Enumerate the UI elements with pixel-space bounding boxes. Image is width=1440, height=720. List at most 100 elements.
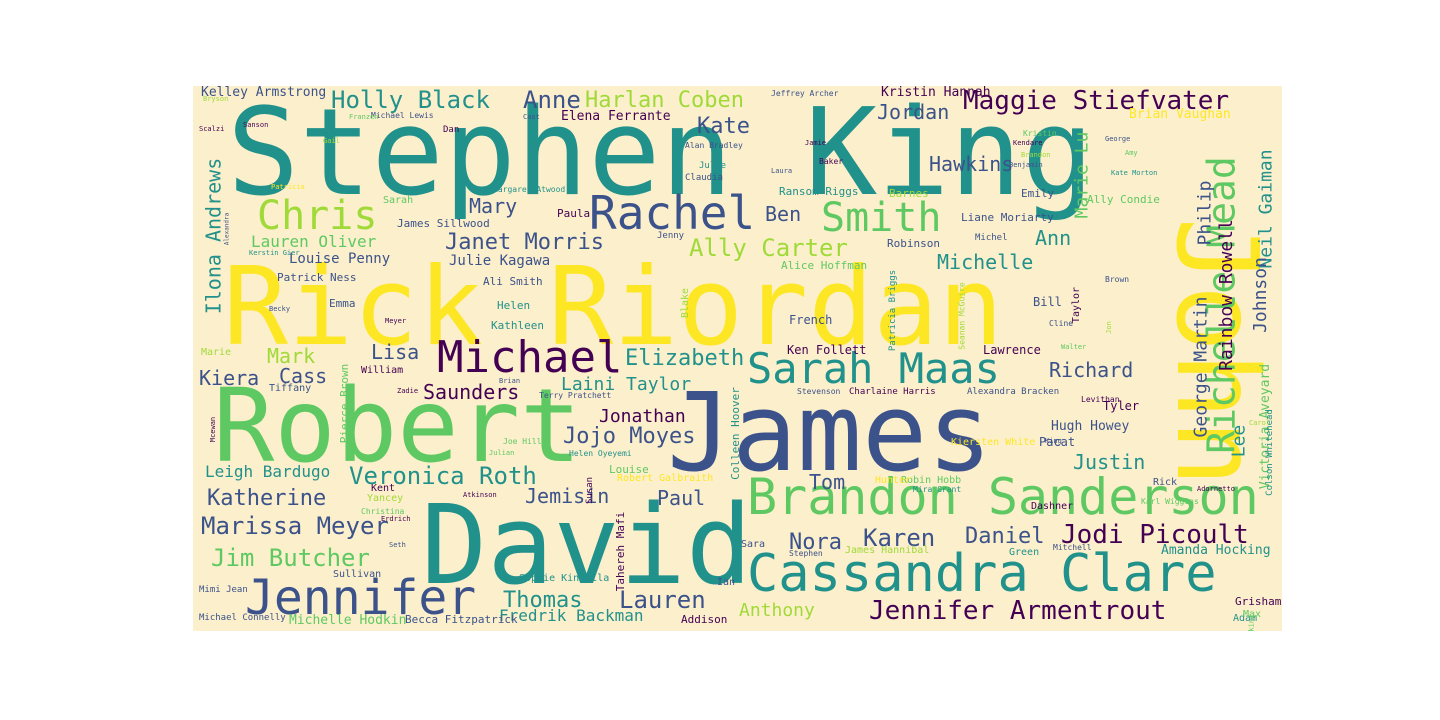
word: Leigh Bardugo	[205, 462, 331, 481]
word: Paula	[557, 207, 591, 220]
word: Patricia Briggs	[888, 269, 899, 352]
word: Laura	[771, 167, 793, 175]
word: Margaret Atwood	[493, 185, 566, 194]
word: Walter	[1061, 343, 1087, 351]
word: Meyer	[385, 317, 407, 325]
word: Dashner	[1031, 501, 1074, 512]
word-cloud: Stephen King Rick Riordan James David Ro…	[193, 86, 1282, 631]
word: Blake	[680, 287, 692, 319]
word: Kathleen	[491, 319, 544, 332]
word: Robinson	[887, 237, 940, 250]
word: Jodi Picoult	[1061, 520, 1249, 550]
word: Sophie Kinsella	[519, 573, 610, 584]
word: Philip	[1194, 180, 1216, 246]
word: Holly Black	[331, 86, 490, 114]
word: George Martin	[1190, 296, 1212, 438]
word: Jemisin	[525, 484, 610, 508]
word: Ally Condie	[1087, 193, 1160, 206]
word: Mimi Jean	[199, 585, 248, 595]
word: Kelley Armstrong	[201, 86, 327, 100]
word: Cast	[523, 113, 540, 121]
word: Scalzi	[199, 125, 225, 133]
word: Benjamin	[1009, 161, 1043, 169]
word: Fredrik Backman	[499, 606, 644, 625]
word: Maggie Stiefvater	[963, 86, 1230, 116]
word: Hugh Howey	[1051, 419, 1130, 434]
word: French	[789, 313, 833, 327]
word: Robert Galbraith	[617, 473, 714, 484]
word: Charlaine Harris	[849, 387, 936, 397]
word: Alexandra	[223, 212, 231, 246]
word: Christina	[361, 507, 405, 516]
word: Kristin	[1023, 129, 1057, 138]
word: Ken Follett	[787, 343, 867, 357]
word: Elena Ferrante	[561, 109, 671, 124]
word: Veronica Roth	[349, 462, 537, 490]
word: Johnson	[1249, 257, 1271, 333]
word: Hawking	[1247, 614, 1256, 631]
word: William	[361, 365, 404, 376]
word: Lee	[1228, 424, 1250, 458]
word: Louise	[609, 463, 649, 476]
word: Seth	[389, 541, 406, 549]
word: Paul	[657, 486, 706, 510]
word: Julian	[489, 449, 515, 457]
word: Marie	[201, 347, 232, 358]
word: Kiersten White	[951, 437, 1036, 448]
word: Daniel	[965, 524, 1045, 549]
word: Kendare	[1013, 139, 1043, 147]
word: Michael Lewis	[371, 111, 434, 120]
word: Mira Grant	[913, 485, 962, 494]
word: Justin	[1073, 450, 1146, 474]
word: James	[667, 371, 993, 496]
word: Grisham	[1235, 595, 1282, 608]
word: Sullivan	[333, 569, 382, 580]
word: Tiffany	[269, 383, 312, 394]
word: Gail	[323, 137, 340, 145]
word: Kristin Hannah	[881, 86, 991, 100]
word: Franzen	[349, 113, 379, 121]
word: Becky	[269, 305, 291, 313]
word: Rick	[1153, 477, 1178, 488]
word: Michael	[437, 332, 623, 383]
word: Nora	[789, 530, 842, 555]
word: George	[1105, 135, 1131, 143]
word: Dan	[443, 125, 460, 135]
word: Adam	[1233, 613, 1258, 624]
word: Joe Hill	[503, 437, 542, 446]
word: Terry Pratchett	[539, 391, 612, 400]
word: Cassandra Clare	[747, 544, 1217, 604]
word: Mark	[267, 344, 316, 368]
word: Addison	[681, 613, 728, 626]
word: Claudia	[685, 173, 723, 183]
word: Harlan Coben	[585, 88, 744, 113]
word: Kiera	[199, 366, 260, 390]
word: Erdrich	[381, 515, 411, 523]
word: Jonathan	[599, 406, 686, 427]
word: Pierce Brown	[338, 363, 352, 444]
word: Karen	[863, 524, 936, 552]
word: Stephen	[789, 549, 823, 558]
word: Susan	[585, 476, 596, 505]
word: Jennifer	[245, 570, 477, 626]
word: Laini Taylor	[561, 374, 692, 395]
word: Yancey	[367, 493, 404, 504]
word: Katherine	[207, 486, 327, 511]
word: Kate Morton	[1111, 169, 1158, 177]
word: Jeffrey Archer	[771, 89, 839, 98]
word: Jon	[1104, 321, 1113, 334]
word: Carol	[1249, 419, 1271, 427]
word: Mitchell	[1053, 543, 1092, 552]
word: Alexandra Bracken	[967, 387, 1060, 397]
word: Cline	[1049, 319, 1074, 328]
word: Helen	[497, 299, 531, 312]
word: Sara	[741, 539, 766, 550]
word: Robert	[213, 367, 582, 486]
word: Sanson	[243, 121, 269, 129]
word: Taylor	[1071, 286, 1083, 324]
word: Hunter	[875, 475, 912, 486]
word: Rick Riordan	[223, 245, 1004, 370]
word: Patricia	[271, 183, 305, 191]
word: Brandon Sanderson	[747, 468, 1259, 526]
word: Kate	[697, 114, 750, 139]
